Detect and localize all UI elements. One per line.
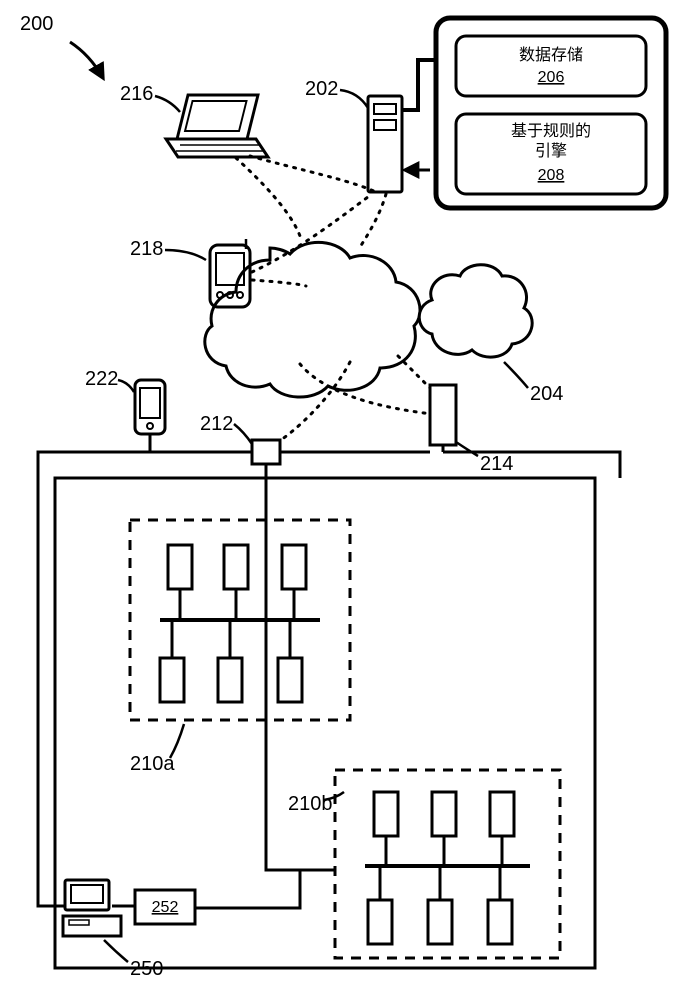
phone-icon <box>135 380 165 434</box>
gateway-label: 214 <box>480 453 513 475</box>
data-store-num: 206 <box>538 69 565 86</box>
figure-arrow <box>70 42 103 78</box>
pda-label: 218 <box>130 238 163 260</box>
callout-panel: 数据存储 206 基于规则的 引擎 208 <box>402 18 666 208</box>
wireless-links <box>236 156 442 442</box>
data-store-label: 数据存储 <box>519 46 583 64</box>
router-icon: 212 <box>200 413 280 464</box>
data-store-box: 数据存储 206 <box>456 36 646 96</box>
diagram: 200 数据存储 206 基于规则的 引擎 208 202 216 218 20… <box>0 0 686 1000</box>
server-icon: 202 <box>305 78 430 192</box>
group-a-label: 210a <box>130 753 175 775</box>
workstation-icon <box>63 880 121 936</box>
cloud-big <box>205 242 420 397</box>
rack-group-b <box>335 770 560 958</box>
module-252-label: 252 <box>152 899 179 916</box>
server-label: 202 <box>305 78 338 100</box>
cloud-small <box>419 265 532 357</box>
rule-engine-box: 基于规则的 引擎 208 <box>456 114 646 194</box>
laptop-label: 216 <box>120 83 153 105</box>
module-252: 252 <box>112 890 195 924</box>
workstation-label: 250 <box>130 958 163 980</box>
gateway-icon: 214 <box>430 385 513 475</box>
rack-group-a <box>130 520 350 720</box>
rule-engine-label2: 引擎 <box>535 142 567 160</box>
figure-number: 200 <box>20 13 53 35</box>
laptop-icon <box>166 95 268 157</box>
wired-links <box>38 434 620 906</box>
rule-engine-num: 208 <box>538 167 565 184</box>
phone-label: 222 <box>85 368 118 390</box>
group-b-label: 210b <box>288 793 333 815</box>
router-label: 212 <box>200 413 233 435</box>
rule-engine-label1: 基于规则的 <box>511 122 591 140</box>
cloud-label: 204 <box>530 383 563 405</box>
